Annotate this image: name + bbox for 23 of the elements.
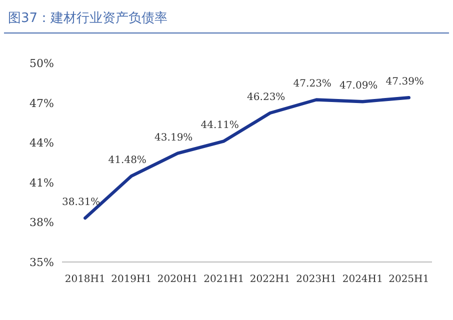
- data-label: 47.23%: [293, 78, 332, 90]
- x-tick-label: 2020H1: [157, 274, 198, 285]
- data-label: 47.09%: [340, 80, 378, 92]
- x-tick-label: 2022H1: [250, 274, 290, 285]
- data-label: 44.11%: [200, 120, 239, 132]
- y-tick-label: 47%: [30, 96, 54, 110]
- y-tick-label: 38%: [30, 216, 54, 230]
- x-tick-label: 2023H1: [296, 274, 337, 285]
- data-label: 38.31%: [62, 197, 100, 208]
- y-tick-label: 50%: [30, 57, 54, 70]
- x-tick-label: 2019H1: [111, 274, 152, 285]
- data-label: 47.39%: [386, 76, 424, 88]
- x-tick-label: 2018H1: [64, 274, 106, 285]
- x-tick-label: 2025H1: [388, 274, 430, 285]
- x-tick-label: 2024H1: [342, 274, 383, 285]
- data-label: 46.23%: [247, 92, 286, 104]
- y-tick-label: 35%: [30, 256, 54, 269]
- y-tick-label: 44%: [30, 136, 54, 150]
- data-label: 43.19%: [154, 132, 193, 144]
- x-tick-label: 2021H1: [204, 274, 244, 285]
- data-label: 41.48%: [108, 155, 146, 166]
- y-tick-label: 41%: [30, 176, 54, 190]
- chart-title: 图37：建材行业资产负债率: [8, 10, 168, 26]
